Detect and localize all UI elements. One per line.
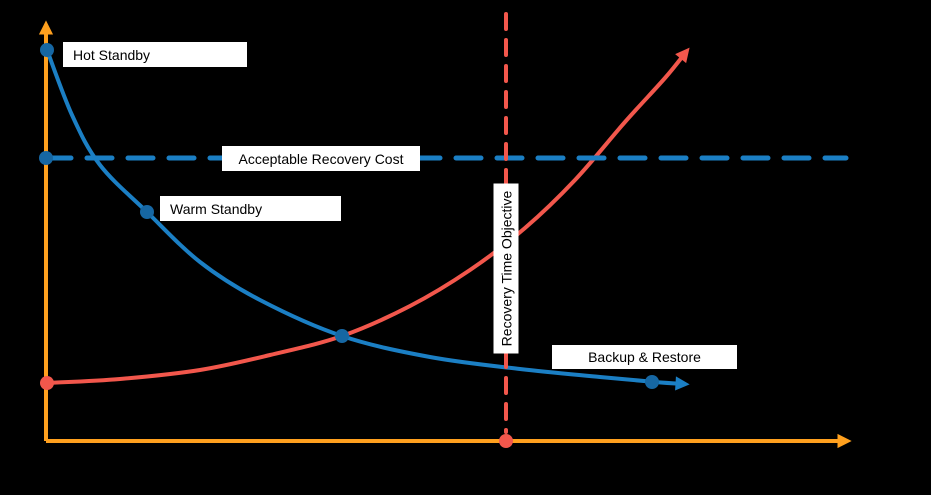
downtime-cost-start-point [40, 376, 54, 390]
backup-restore-label: Backup & Restore [552, 345, 737, 369]
acceptable-recovery-cost-label: Acceptable Recovery Cost [222, 146, 420, 171]
recovery-time-objective-label: Recovery Time Objective [493, 183, 519, 353]
warm-standby-label: Warm Standby [160, 196, 341, 221]
hot-standby-point [40, 43, 54, 57]
downtime-cost-curve [45, 47, 690, 385]
acceptable-recovery-cost-point [39, 151, 53, 165]
recovery-cost-curve [45, 48, 690, 391]
curves-intersection-point [335, 329, 349, 343]
backup-restore-point [645, 375, 659, 389]
hot-standby-label: Hot Standby [63, 42, 247, 67]
rto-axis-point [499, 434, 513, 448]
warm-standby-point [140, 205, 154, 219]
